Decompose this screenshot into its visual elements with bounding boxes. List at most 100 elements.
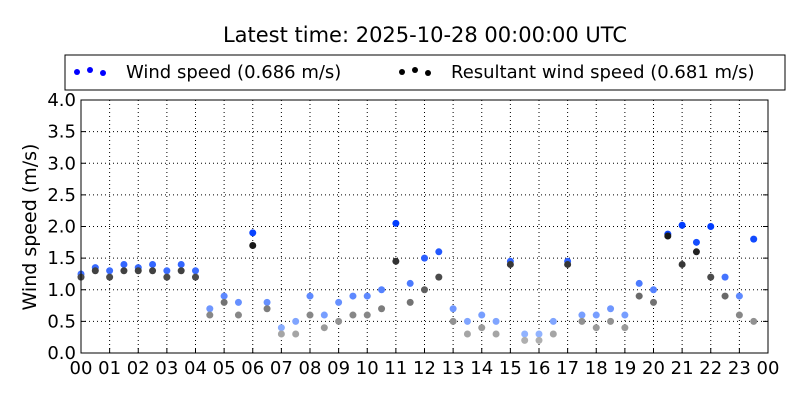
resultant-wind-speed-point [335, 317, 343, 325]
x-tick-label: 23 [728, 358, 751, 379]
resultant-wind-speed-point [578, 317, 586, 325]
x-tick-label: 06 [241, 358, 264, 379]
x-tick-label: 02 [127, 358, 150, 379]
legend-box [64, 54, 786, 91]
resultant-wind-speed-point [449, 317, 457, 325]
resultant-wind-speed-point [120, 267, 128, 275]
wind-speed-point [521, 330, 529, 338]
resultant-wind-speed-point [106, 273, 114, 281]
resultant-wind-speed-point [692, 248, 700, 256]
resultant-wind-speed-point [421, 286, 428, 294]
resultant-wind-speed-point [177, 267, 185, 275]
wind-speed-point [249, 229, 257, 237]
y-tick-label: 2.5 [47, 185, 76, 206]
legend: Wind speed (0.686 m/s) Resultant wind sp… [64, 54, 786, 91]
resultant-wind-speed-point [206, 311, 214, 319]
x-tick-label: 17 [556, 358, 579, 379]
wind-speed-point [492, 317, 500, 325]
resultant-wind-speed-point [564, 260, 572, 268]
wind-speed-point [621, 311, 629, 319]
resultant-wind-speed-point [707, 273, 715, 281]
x-tick-label: 10 [356, 358, 379, 379]
resultant-wind-speed-point [506, 260, 514, 268]
y-tick-label: 0.5 [47, 311, 76, 332]
legend-label-resultant: Resultant wind speed (0.681 m/s) [451, 62, 755, 83]
x-tick-label: 20 [642, 358, 665, 379]
plot-frame [80, 99, 769, 354]
wind-speed-point [678, 221, 686, 229]
legend-marker-resultant [399, 67, 431, 76]
resultant-wind-speed-point [521, 336, 529, 344]
x-tick-label: 19 [613, 358, 636, 379]
x-tick-label: 22 [699, 358, 722, 379]
x-tick-label: 16 [528, 358, 551, 379]
y-tick-label: 3.0 [47, 153, 76, 174]
wind-speed-point [106, 267, 114, 275]
legend-marker-wind-speed [74, 67, 106, 76]
resultant-wind-speed-point [249, 241, 257, 249]
x-tick-label: 14 [470, 358, 493, 379]
resultant-wind-speed-point [549, 330, 557, 338]
y-tick-label: 3.5 [47, 122, 76, 143]
x-tick-label: 12 [413, 358, 436, 379]
resultant-wind-speed-point [592, 324, 600, 332]
resultant-wind-speed-point [607, 317, 615, 325]
resultant-wind-speed-point [750, 317, 758, 325]
resultant-wind-speed-point [492, 330, 500, 338]
wind-speed-point [277, 324, 285, 332]
resultant-wind-speed-point [392, 257, 400, 265]
wind-speed-point [378, 286, 386, 294]
wind-speed-point [363, 292, 371, 300]
x-tick-label: 04 [184, 358, 207, 379]
wind-speed-point [149, 260, 157, 268]
x-tick-label: 00 [70, 358, 93, 379]
resultant-wind-speed-point [664, 232, 672, 240]
x-tick-label: 05 [213, 358, 236, 379]
resultant-wind-speed-point [463, 330, 471, 338]
resultant-wind-speed-point [678, 260, 686, 268]
wind-speed-point [349, 292, 357, 300]
resultant-wind-speed-point [91, 267, 99, 275]
wind-speed-point [392, 219, 400, 227]
wind-speed-point [192, 267, 199, 275]
wind-speed-point [750, 235, 758, 243]
wind-speed-point [206, 305, 214, 313]
wind-speed-point [463, 317, 471, 325]
wind-speed-point [692, 238, 700, 246]
resultant-wind-speed-point [277, 330, 285, 338]
x-tick-label: 09 [327, 358, 350, 379]
legend-label-wind-speed: Wind speed (0.686 m/s) [126, 62, 341, 83]
resultant-wind-speed-point [621, 324, 629, 332]
x-tick-label: 00 [757, 358, 780, 379]
resultant-wind-speed-point [149, 267, 157, 275]
x-tick-label: 11 [384, 358, 407, 379]
resultant-wind-speed-point [650, 298, 657, 306]
x-tick-label: 03 [155, 358, 178, 379]
wind-speed-point [234, 298, 242, 306]
resultant-wind-speed-point [192, 273, 199, 281]
resultant-wind-speed-point [378, 305, 386, 313]
wind-speed-point [735, 292, 743, 300]
wind-speed-point [592, 311, 600, 319]
wind-speed-point [263, 298, 271, 306]
wind-speed-point [335, 298, 343, 306]
resultant-wind-speed-point [320, 324, 328, 332]
wind-speed-point [478, 311, 486, 319]
wind-speed-point [635, 279, 643, 287]
x-tick-label: 07 [270, 358, 293, 379]
y-axis-label: Wind speed (m/s) [19, 144, 41, 311]
wind-speed-point [120, 260, 128, 268]
chart-title: Latest time: 2025-10-28 00:00:00 UTC [223, 23, 627, 47]
resultant-wind-speed-point [363, 311, 371, 319]
wind-speed-point [607, 305, 615, 313]
wind-speed-point [535, 330, 543, 338]
wind-speed-point [306, 292, 314, 300]
wind-speed-point [421, 254, 428, 262]
resultant-wind-speed-point [435, 273, 443, 281]
resultant-wind-speed-point [163, 273, 171, 281]
wind-speed-point [721, 273, 729, 281]
wind-speed-point [177, 260, 185, 268]
resultant-wind-speed-point [735, 311, 743, 319]
